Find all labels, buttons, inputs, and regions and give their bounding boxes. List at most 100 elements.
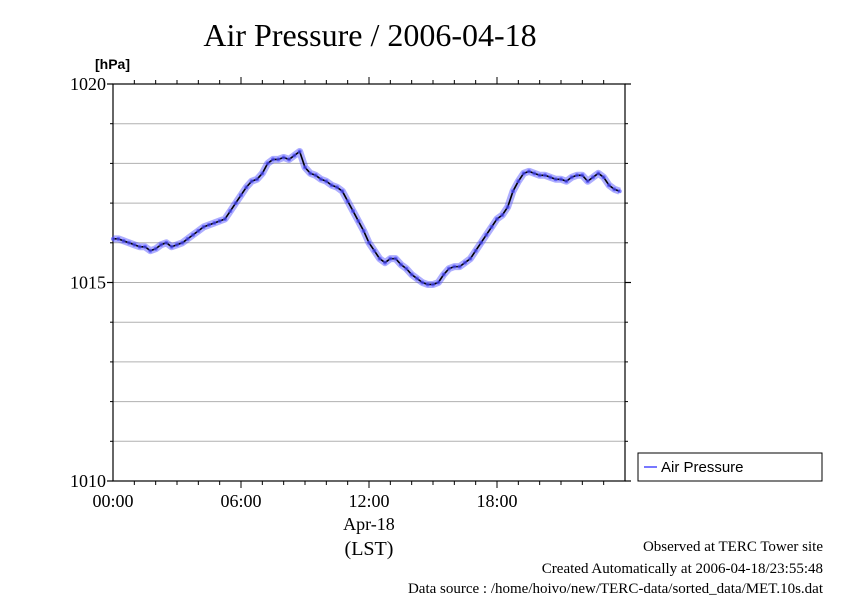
legend-label-air-pressure: Air Pressure: [661, 459, 744, 476]
data-point: [212, 220, 217, 225]
data-point: [356, 218, 361, 223]
data-point: [409, 272, 414, 277]
data-point: [217, 218, 222, 223]
data-point: [452, 264, 457, 269]
data-point: [319, 177, 323, 182]
data-point: [511, 189, 515, 194]
series-band: [113, 147, 621, 288]
x-axis-unit-label: (LST): [345, 538, 394, 560]
data-point: [569, 175, 574, 180]
data-point: [121, 238, 126, 243]
data-point: [159, 242, 163, 247]
data-point: [244, 185, 249, 190]
data-point: [153, 246, 158, 251]
data-point: [617, 189, 622, 194]
data-point: [585, 179, 590, 184]
data-point: [383, 260, 387, 265]
data-point: [281, 155, 286, 160]
data-point: [329, 183, 334, 188]
data-point: [271, 157, 275, 162]
series-line: [113, 150, 620, 286]
y-tick-label: 1015: [70, 273, 106, 293]
data-point: [393, 256, 398, 261]
data-point: [223, 216, 227, 221]
data-point: [537, 173, 542, 178]
footer-created: Created Automatically at 2006-04-18/23:5…: [542, 561, 823, 577]
data-point: [185, 236, 190, 241]
series-group: [111, 147, 622, 288]
grid: [113, 123, 625, 442]
data-point: [425, 282, 430, 287]
data-point: [239, 193, 243, 198]
data-point: [180, 240, 185, 245]
legend-box: [637, 452, 823, 482]
data-point: [255, 177, 259, 182]
x-tick-label: 00:00: [92, 491, 133, 511]
x-tick-label: 06:00: [220, 491, 261, 511]
data-point: [553, 177, 558, 182]
data-point: [473, 248, 478, 253]
data-point: [297, 149, 302, 154]
data-point: [564, 179, 569, 184]
data-point: [447, 266, 451, 271]
data-point: [303, 165, 307, 170]
data-point: [335, 185, 339, 190]
data-point: [468, 256, 473, 261]
data-point: [521, 171, 526, 176]
data-point: [532, 171, 537, 176]
data-point: [516, 179, 521, 184]
data-point: [201, 224, 206, 229]
data-point: [436, 280, 441, 285]
chart-title: Air Pressure / 2006-04-18: [203, 17, 536, 53]
data-point: [196, 228, 201, 233]
data-point: [308, 171, 313, 176]
data-point: [404, 266, 409, 271]
data-point: [260, 171, 265, 176]
x-tick-label: 18:00: [476, 491, 517, 511]
data-point: [249, 179, 254, 184]
data-point: [340, 189, 345, 194]
data-point: [233, 201, 238, 206]
data-point: [191, 232, 195, 237]
data-point: [351, 209, 355, 214]
data-point: [607, 183, 611, 188]
data-point: [127, 240, 131, 245]
data-point: [324, 179, 329, 184]
data-point: [164, 240, 169, 245]
data-point: [399, 262, 403, 267]
data-point: [143, 244, 147, 249]
data-point: [596, 171, 601, 176]
data-point: [580, 173, 585, 178]
data-point: [415, 276, 419, 281]
data-point: [265, 161, 270, 166]
data-point: [543, 173, 547, 178]
data-point: [601, 175, 606, 180]
data-point: [137, 244, 142, 249]
data-point: [148, 248, 153, 253]
data-point: [111, 236, 115, 241]
data-point: [559, 177, 563, 182]
data-point: [132, 242, 137, 247]
data-point: [169, 244, 174, 249]
data-point: [441, 272, 446, 277]
data-point: [175, 242, 179, 247]
data-point: [591, 175, 595, 180]
data-point: [292, 153, 297, 158]
data-point: [116, 236, 121, 241]
data-point: [575, 173, 579, 178]
data-point: [612, 187, 617, 192]
data-point: [457, 264, 462, 269]
data-point: [489, 224, 494, 229]
data-point: [276, 157, 281, 162]
y-tick-label: 1010: [70, 471, 106, 491]
x-tick-label: 12:00: [348, 491, 389, 511]
data-point: [420, 280, 425, 285]
data-point: [207, 222, 211, 227]
y-axis-label: [hPa]: [95, 56, 130, 72]
data-point: [388, 256, 393, 261]
x-axis-ticks: 00:00 06:00 12:00 18:00: [92, 77, 605, 511]
data-point: [431, 282, 435, 287]
footer-source: Data source : /home/hoivo/new/TERC-data/…: [408, 581, 824, 595]
data-point: [495, 216, 499, 221]
